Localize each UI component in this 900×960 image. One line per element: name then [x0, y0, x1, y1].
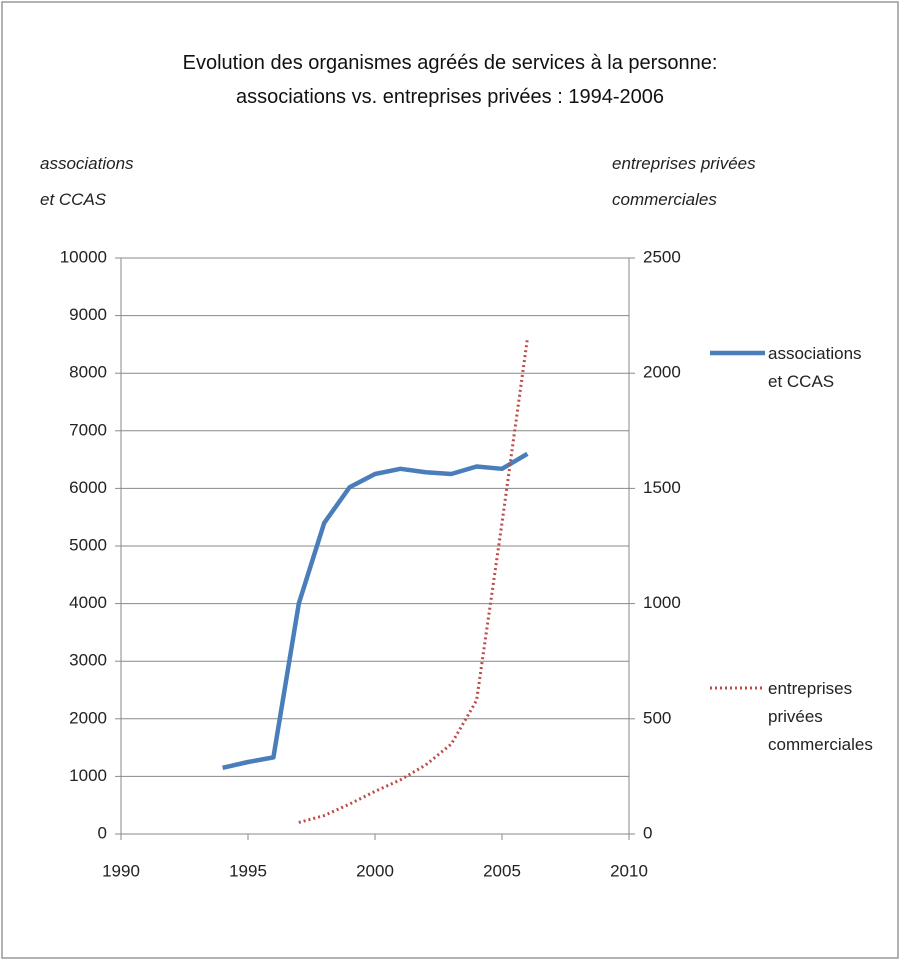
legend-label: associations et CCAS — [768, 344, 862, 391]
y-tick-label: 10000 — [60, 247, 107, 266]
y-tick-label: 7000 — [69, 420, 107, 439]
x-tick-label: 1995 — [229, 861, 267, 880]
series-line — [298, 338, 529, 824]
y-tick-label: 0 — [98, 823, 107, 842]
y2-axis-label: entreprises privées commerciales — [612, 154, 756, 209]
y-tick-label: 2000 — [69, 708, 107, 727]
y2-tick-label: 500 — [643, 708, 671, 727]
x-tick-label: 1990 — [102, 861, 140, 880]
x-tick-label: 2005 — [483, 861, 521, 880]
y-tick-label: 1000 — [69, 766, 107, 785]
chart-title: Evolution des organismes agréés de servi… — [182, 52, 718, 108]
y2-tick-label: 1500 — [643, 478, 681, 497]
legend-label: entreprises privées commerciales — [768, 679, 873, 754]
y-tick-label: 4000 — [69, 593, 107, 612]
y2-tick-label: 2000 — [643, 363, 681, 382]
y2-tick-label: 2500 — [643, 247, 681, 266]
y2-tick-label: 0 — [643, 823, 652, 842]
y-tick-label: 6000 — [69, 478, 107, 497]
x-tick-label: 2000 — [356, 861, 394, 880]
y2-tick-label: 1000 — [643, 593, 681, 612]
y-tick-label: 3000 — [69, 651, 107, 670]
x-tick-label: 2010 — [610, 861, 648, 880]
y-tick-label: 5000 — [69, 535, 107, 554]
series-line — [222, 451, 529, 770]
y-tick-label: 8000 — [69, 363, 107, 382]
y-axis-label: associations et CCAS — [40, 154, 134, 209]
y-tick-label: 9000 — [69, 305, 107, 324]
